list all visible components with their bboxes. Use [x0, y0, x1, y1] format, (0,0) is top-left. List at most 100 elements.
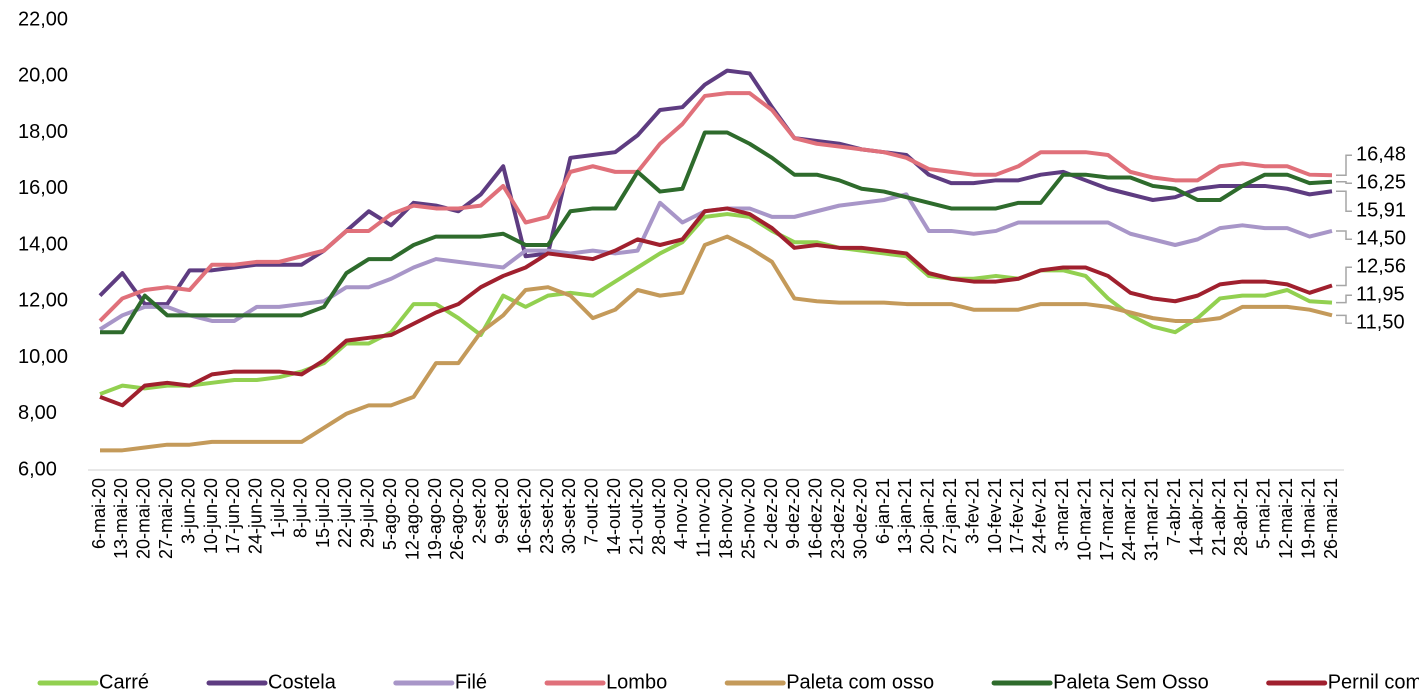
y-tick-label: 16,00: [18, 177, 68, 199]
legend-item: Pernil com osso: [1266, 671, 1419, 693]
y-tick-label: 10,00: [18, 346, 68, 368]
leader-line: [1336, 294, 1352, 304]
x-tick-label: 20-jan-21: [918, 478, 938, 554]
x-tick-label: 6-mai-20: [89, 478, 109, 549]
series-line: [98, 91, 1333, 323]
x-tick-label: 11-nov-20: [694, 478, 714, 558]
x-tick-label: 15-jul-20: [313, 478, 333, 548]
x-tick-label: 5-mai-21: [1254, 478, 1274, 549]
x-tick-label: 14-abr-21: [1186, 478, 1206, 556]
x-tick-label: 16-dez-20: [806, 478, 826, 559]
legend-item: Paleta com osso: [724, 671, 934, 693]
leader-line: [1336, 314, 1352, 324]
x-tick-label: 30-set-20: [559, 478, 579, 554]
x-tick-label: 17-fev-21: [1007, 478, 1027, 554]
series-line: [100, 234, 1333, 453]
x-tick-label: 23-dez-20: [828, 478, 848, 559]
leader-line: [1336, 266, 1352, 287]
x-tick-label: 3-fev-21: [962, 478, 982, 544]
x-tick-label: 23-set-20: [537, 478, 557, 554]
x-tick-label: 1-jul-20: [268, 478, 288, 538]
y-tick-label: 12,00: [18, 290, 68, 312]
legend-label: Carré: [99, 671, 149, 693]
legend-item: Lombo: [544, 671, 667, 693]
x-tick-label: 10-fev-21: [985, 478, 1005, 554]
x-tick-label: 31-mar-21: [1142, 478, 1162, 561]
legend-label: Pernil com osso: [1328, 671, 1419, 693]
x-tick-label: 26-ago-20: [447, 478, 467, 560]
y-tick-label: 14,00: [18, 233, 68, 255]
x-tick-label: 30-dez-20: [850, 478, 870, 559]
x-tick-label: 2-set-20: [470, 478, 490, 544]
x-tick-label: 22-jul-20: [335, 478, 355, 548]
end-label: 11,50: [1356, 312, 1405, 334]
legend-label: Costela: [268, 671, 337, 693]
leader-line: [1336, 230, 1352, 240]
x-tick-label: 27-mai-20: [156, 478, 176, 559]
x-tick-label: 24-fev-21: [1030, 478, 1050, 554]
y-tick-label: 18,00: [18, 121, 68, 143]
x-tick-label: 6-jan-21: [873, 478, 893, 544]
x-tick-label: 13-mai-20: [111, 478, 131, 559]
x-tick-label: 5-ago-20: [380, 478, 400, 550]
x-tick-label: 28-abr-21: [1231, 478, 1251, 556]
leader-line: [1336, 190, 1352, 212]
end-label: 11,95: [1356, 284, 1405, 306]
legend-item: Filé: [393, 671, 487, 693]
y-tick-label: 22,00: [18, 8, 68, 30]
x-tick-label: 17-jun-20: [223, 478, 243, 554]
x-tick-label: 14-out-20: [604, 478, 624, 555]
x-tick-label: 2-dez-20: [761, 478, 781, 549]
x-tick-label: 19-mai-21: [1298, 478, 1318, 559]
series-line: [99, 206, 1333, 408]
x-tick-label: 19-ago-20: [425, 478, 445, 560]
x-tick-label: 3-jun-20: [178, 478, 198, 544]
x-tick-label: 10-mar-21: [1074, 478, 1094, 561]
legend-item: Carré: [37, 671, 149, 693]
x-tick-label: 29-jul-20: [358, 478, 378, 548]
x-tick-label: 21-abr-21: [1209, 478, 1229, 556]
leader-line: [1336, 180, 1352, 184]
end-label: 14,50: [1356, 228, 1406, 250]
end-label: 12,56: [1356, 256, 1406, 278]
x-tick-label: 7-out-20: [582, 478, 602, 545]
end-label: 16,25: [1356, 172, 1406, 194]
x-tick-label: 16-set-20: [514, 478, 534, 554]
x-tick-label: 13-jan-21: [895, 478, 915, 554]
legend-item: Costela: [206, 671, 337, 693]
x-tick-label: 8-jul-20: [290, 478, 310, 538]
leader-line: [1336, 154, 1352, 176]
x-tick-label: 18-nov-20: [716, 478, 736, 559]
end-label: 16,48: [1356, 144, 1406, 166]
x-tick-label: 12-ago-20: [402, 478, 422, 560]
series-line: [98, 68, 1333, 307]
y-tick-label: 8,00: [18, 402, 57, 424]
x-tick-label: 26-mai-21: [1321, 478, 1341, 559]
x-tick-label: 9-dez-20: [783, 478, 803, 549]
x-tick-label: 4-nov-20: [671, 478, 691, 549]
x-tick-label: 17-mar-21: [1097, 478, 1117, 561]
x-tick-label: 3-mar-21: [1052, 478, 1072, 551]
x-tick-label: 20-mai-20: [134, 478, 154, 559]
y-tick-label: 6,00: [18, 458, 57, 480]
x-tick-label: 9-set-20: [492, 478, 512, 544]
legend-label: Paleta com osso: [786, 671, 934, 693]
legend-label: Paleta Sem Osso: [1053, 671, 1209, 693]
x-tick-label: 24-jun-20: [246, 478, 266, 554]
x-tick-label: 27-jan-21: [940, 478, 960, 554]
x-tick-label: 28-out-20: [649, 478, 669, 555]
x-tick-label: 10-jun-20: [201, 478, 221, 554]
x-tick-label: 25-nov-20: [738, 478, 758, 559]
legend-label: Lombo: [606, 671, 667, 693]
series-line: [100, 130, 1333, 335]
x-tick-label: 7-abr-21: [1164, 478, 1184, 546]
legend-label: Filé: [455, 671, 487, 693]
x-tick-label: 24-mar-21: [1119, 478, 1139, 561]
y-tick-label: 20,00: [18, 65, 68, 87]
x-tick-label: 21-out-20: [626, 478, 646, 555]
legend-item: Paleta Sem Osso: [991, 671, 1209, 693]
end-label: 15,91: [1356, 200, 1406, 222]
x-tick-label: 12-mai-21: [1276, 478, 1296, 559]
